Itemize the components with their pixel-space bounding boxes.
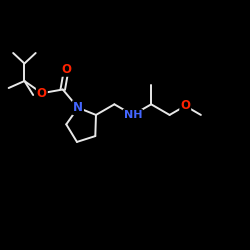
Text: NH: NH: [124, 110, 142, 120]
Text: O: O: [180, 100, 190, 112]
Text: O: O: [61, 63, 71, 76]
Text: N: N: [73, 101, 83, 114]
Text: O: O: [37, 87, 47, 100]
